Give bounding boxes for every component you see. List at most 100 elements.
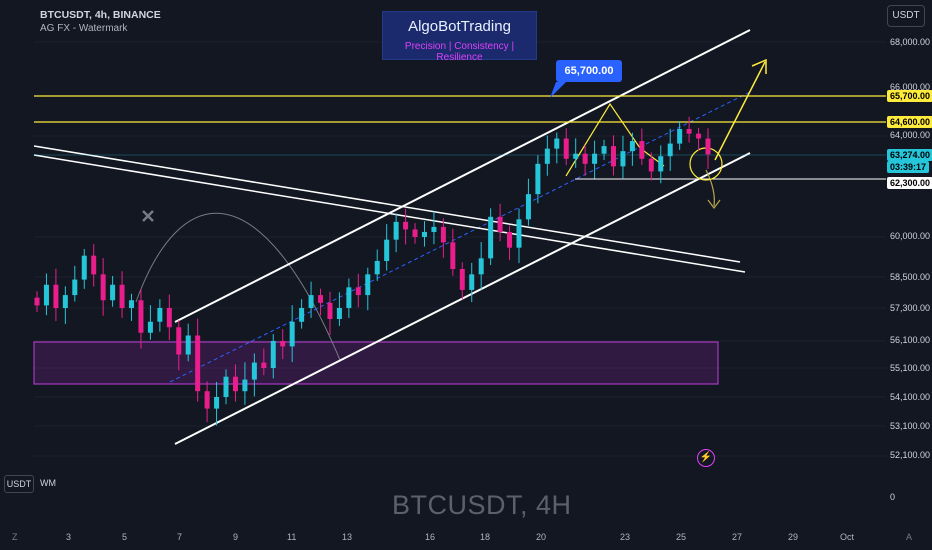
price-axis-label: 58,500.00 — [890, 272, 931, 282]
candle-body — [214, 397, 220, 409]
candlestick-series — [34, 116, 711, 426]
candle-body — [308, 295, 314, 308]
candle-body — [185, 335, 191, 355]
bullish-arrow — [714, 61, 766, 161]
time-axis-label: 5 — [122, 532, 128, 542]
candle-body — [129, 300, 135, 308]
candle-body — [242, 379, 248, 392]
candle-body — [677, 129, 683, 144]
candle-body — [81, 255, 87, 280]
candle-body — [270, 341, 276, 368]
candle-body — [299, 308, 305, 322]
candle-body — [440, 226, 446, 243]
countdown-tag: 03:39:17 — [887, 161, 930, 173]
candle-body — [525, 194, 531, 220]
chart-header: BTCUSDT, 4h, BINANCE AG FX - Watermark — [40, 8, 161, 36]
candle-body — [138, 300, 144, 333]
candle-body — [327, 302, 333, 319]
price-axis-label: 57,300.00 — [890, 303, 931, 313]
candle-body — [696, 133, 702, 139]
time-axis-right-edge[interactable]: A — [906, 532, 913, 542]
candle-body — [365, 274, 371, 296]
currency-button[interactable]: USDT — [887, 5, 925, 27]
price-axis-label: 54,100.00 — [890, 392, 931, 402]
bullish-arrow-head — [751, 58, 767, 74]
bottom-watermark-title: BTCUSDT, 4H — [392, 490, 572, 520]
candle-body — [478, 258, 484, 275]
current-price-tag: 63,274.00 — [887, 149, 932, 161]
candle-body — [507, 231, 513, 248]
candle-body — [412, 229, 418, 237]
time-axis-label: 18 — [480, 532, 491, 542]
level-tag-64600: 64,600.00 — [887, 116, 932, 128]
time-axis-label: 9 — [233, 532, 239, 542]
candle-body — [318, 295, 324, 303]
watermark-label: AG FX - Watermark — [40, 23, 128, 34]
time-axis-label: 11 — [287, 532, 297, 542]
time-axis-label: 16 — [425, 532, 436, 542]
time-axis-label: 7 — [177, 532, 183, 542]
level-tag-62300: 62,300.00 — [887, 177, 932, 189]
brand-banner: AlgoBotTrading Precision | Consistency |… — [382, 11, 537, 63]
level-tag-65700: 65,700.00 — [887, 90, 932, 102]
close-x-icon[interactable] — [142, 210, 154, 222]
candle-body — [535, 163, 541, 195]
candle-body — [459, 269, 465, 290]
candle-body — [280, 341, 286, 347]
candle-body — [100, 274, 106, 301]
demand-zone — [33, 341, 719, 385]
candle-body — [110, 284, 116, 301]
time-axis-label: 20 — [536, 532, 547, 542]
price-axis-label: 56,100.00 — [890, 335, 931, 345]
candle-body — [374, 261, 380, 275]
time-axis-label: 13 — [342, 532, 353, 542]
channel-midline — [169, 91, 751, 383]
price-axis-label: 66,000.00 — [890, 82, 931, 92]
candle-body — [582, 153, 588, 164]
channel-upper-line — [174, 29, 751, 323]
candle-body — [393, 221, 399, 240]
candle-body — [251, 362, 257, 380]
candle-body — [516, 219, 522, 248]
time-axis-label: 27 — [732, 532, 743, 542]
candle-body — [261, 362, 267, 368]
price-axis-label: 60,000.00 — [890, 231, 931, 241]
candle-body — [232, 376, 238, 392]
symbol-label: BTCUSDT, 4h, BINANCE — [40, 9, 161, 21]
descending-line-2 — [33, 154, 746, 273]
candle-body — [488, 216, 494, 259]
candle-body — [91, 255, 97, 275]
brand-slogan: Precision | Consistency | Resilience — [404, 41, 515, 63]
candle-body — [43, 284, 49, 306]
candle-body — [355, 287, 361, 296]
lightning-icon[interactable]: ⚡ — [697, 449, 715, 467]
candle-body — [147, 321, 153, 333]
candle-body — [119, 284, 125, 308]
candle-body — [639, 141, 645, 159]
candle-body — [554, 138, 560, 149]
candle-body — [469, 274, 475, 290]
candle-body — [648, 158, 654, 172]
time-axis-label: 23 — [620, 532, 631, 542]
bearish-arrow — [705, 169, 715, 207]
candle-body — [384, 239, 390, 261]
candle-body — [166, 308, 172, 328]
candle-body — [176, 327, 182, 355]
candle-body — [592, 153, 598, 164]
descending-line-1 — [33, 145, 741, 263]
candle-body — [34, 297, 40, 306]
callout-pointer — [550, 82, 566, 98]
wm-pane-button[interactable]: WM — [40, 478, 56, 488]
usdt-pane-button[interactable]: USDT — [4, 475, 34, 493]
candle-body — [667, 143, 673, 157]
time-axis-left-edge[interactable]: Z — [12, 532, 18, 542]
zigzag-pattern — [565, 102, 665, 177]
bearish-arrow-head — [707, 199, 721, 209]
candle-body — [620, 151, 626, 167]
price-axis-label: 68,000.00 — [890, 37, 931, 47]
candle-body — [403, 221, 409, 230]
candle-body — [705, 138, 711, 155]
time-axis-label: 29 — [788, 532, 799, 542]
candle-body — [431, 226, 437, 232]
